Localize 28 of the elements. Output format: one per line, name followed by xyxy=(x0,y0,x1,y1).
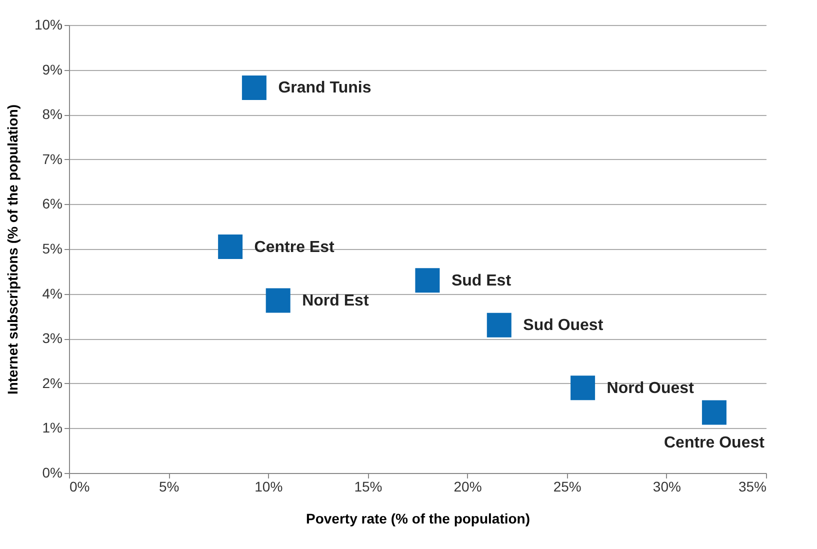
series-label: Grand Tunis xyxy=(278,80,372,97)
y-tick-label: 10% xyxy=(34,16,62,32)
x-tick-label: 10% xyxy=(254,478,283,494)
x-tick-label: 0% xyxy=(70,478,90,494)
y-tick-label: 5% xyxy=(42,240,62,256)
series-label: Sud Ouest xyxy=(523,317,604,334)
y-tick-label: 6% xyxy=(42,196,62,212)
series-label: Centre Est xyxy=(254,238,335,256)
y-tick-label: 8% xyxy=(42,106,62,122)
x-tick-label: 5% xyxy=(158,478,180,494)
y-tick-label: 7% xyxy=(42,150,62,167)
y-tick-label: 2% xyxy=(42,374,62,391)
x-axis-title: Poverty rate (% of the population) xyxy=(306,510,530,526)
y-tick-label: 4% xyxy=(42,285,62,302)
series-label: Nord Ouest xyxy=(606,380,695,397)
series-label: Nord Est xyxy=(302,292,370,310)
y-tick-label: 1% xyxy=(42,420,62,436)
x-tick-label: 15% xyxy=(354,478,382,494)
series-label: Centre Ouest xyxy=(664,434,766,452)
x-tick-label: 30% xyxy=(652,478,681,494)
y-axis-title: Internet subscriptions (% of the population) xyxy=(4,104,20,395)
y-tick-label: 0% xyxy=(42,464,62,480)
y-tick-label: 9% xyxy=(42,61,62,78)
series-label: Sud Est xyxy=(451,272,512,290)
x-tick-label: 35% xyxy=(738,478,766,494)
x-tick-label: 20% xyxy=(454,478,482,494)
x-tick-label: 25% xyxy=(553,478,582,494)
y-tick-label: 3% xyxy=(42,330,62,346)
